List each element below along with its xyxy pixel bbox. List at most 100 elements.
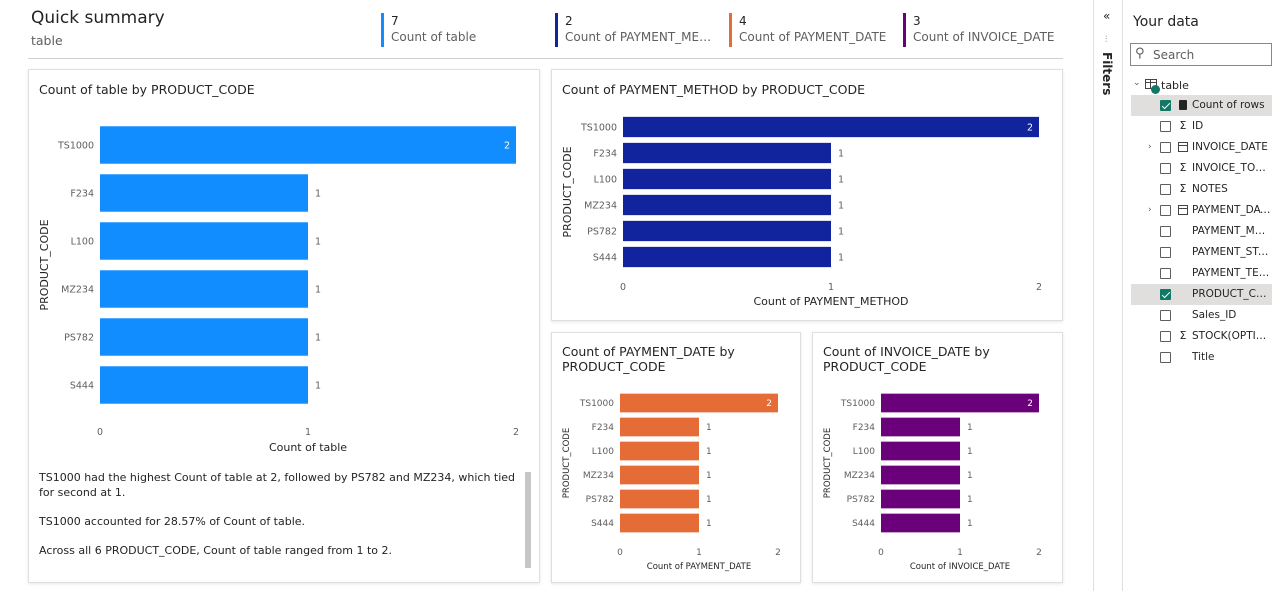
chevron-right-icon[interactable]: ›	[1148, 205, 1152, 215]
kpi-card[interactable]: 2 Count of PAYMENT_MET...	[555, 13, 715, 47]
data-label: 1	[706, 447, 712, 457]
field-item[interactable]: Count of rows	[1131, 95, 1272, 116]
search-input[interactable]: ⚲ Search	[1130, 43, 1272, 66]
kpi-card[interactable]: 4 Count of PAYMENT_DATE	[729, 13, 889, 47]
field-checkbox[interactable]	[1160, 205, 1171, 216]
field-checkbox[interactable]	[1160, 184, 1171, 195]
bar[interactable]	[100, 270, 308, 308]
field-item[interactable]: Title	[1131, 347, 1272, 368]
bar[interactable]	[620, 393, 778, 413]
bar[interactable]	[620, 417, 699, 437]
filters-label[interactable]: Filters	[1100, 52, 1114, 96]
field-name: PAYMENT_DATE	[1192, 204, 1271, 216]
bar[interactable]	[100, 174, 308, 212]
kpi-card[interactable]: 7 Count of table	[381, 13, 541, 47]
chart-title: Count of INVOICE_DATE by PRODUCT_CODE	[823, 344, 990, 374]
category-label: PS782	[64, 332, 94, 343]
kpi-card[interactable]: 3 Count of INVOICE_DATE	[903, 13, 1063, 47]
data-label: 2	[504, 140, 510, 151]
field-item[interactable]: Σ NOTES	[1131, 179, 1272, 200]
field-item[interactable]: PAYMENT_MET...	[1131, 221, 1272, 242]
chart-title: Count of PAYMENT_METHOD by PRODUCT_CODE	[562, 82, 865, 97]
bar[interactable]	[881, 393, 1039, 413]
field-checkbox[interactable]	[1160, 289, 1171, 300]
data-label: 2	[1027, 399, 1033, 409]
x-tick-label: 1	[828, 282, 834, 293]
data-pane-title: Your data	[1133, 14, 1199, 30]
kpi-label: Count of PAYMENT_MET...	[565, 30, 715, 44]
bar[interactable]	[881, 489, 960, 509]
chart-title: Count of PAYMENT_DATE by PRODUCT_CODE	[562, 344, 735, 374]
bar[interactable]	[100, 318, 308, 356]
x-tick-label: 2	[1036, 282, 1042, 293]
bar[interactable]	[623, 194, 831, 216]
field-item[interactable]: › PAYMENT_DATE	[1131, 200, 1272, 221]
y-axis-title: PRODUCT_CODE	[823, 428, 833, 498]
y-axis-title: PRODUCT_CODE	[561, 146, 574, 237]
field-checkbox[interactable]	[1160, 142, 1171, 153]
category-label: MZ234	[844, 471, 875, 481]
field-checkbox[interactable]	[1160, 163, 1171, 174]
field-item[interactable]: PAYMENT_TER...	[1131, 263, 1272, 284]
bar[interactable]	[100, 222, 308, 260]
category-label: PS782	[586, 495, 614, 505]
bar[interactable]	[100, 126, 516, 164]
field-checkbox[interactable]	[1160, 352, 1171, 363]
search-placeholder: Search	[1153, 48, 1195, 62]
sigma-icon: Σ	[1179, 119, 1187, 132]
bar[interactable]	[100, 366, 308, 404]
bar[interactable]	[881, 417, 960, 437]
bar[interactable]	[620, 513, 699, 533]
field-checkbox[interactable]	[1160, 268, 1171, 279]
insights-scrollbar[interactable]	[525, 472, 531, 568]
field-item[interactable]: › INVOICE_DATE	[1131, 137, 1272, 158]
field-item[interactable]: Sales_ID	[1131, 305, 1272, 326]
bar[interactable]	[881, 513, 960, 533]
chart-card-payment-method[interactable]: Count of PAYMENT_METHOD by PRODUCT_CODE …	[551, 69, 1063, 321]
bar[interactable]	[620, 465, 699, 485]
x-tick-label: 1	[696, 548, 702, 558]
field-checkbox[interactable]	[1160, 247, 1171, 258]
sigma-icon: Σ	[1179, 182, 1187, 195]
field-checkbox[interactable]	[1160, 121, 1171, 132]
chart-card-count-of-table[interactable]: Count of table by PRODUCT_CODE TS1000 2 F2…	[28, 69, 540, 583]
bar[interactable]	[623, 142, 831, 164]
field-item[interactable]: Σ STOCK(OPTIM...	[1131, 326, 1272, 347]
sigma-icon: Σ	[1179, 329, 1187, 342]
bar[interactable]	[623, 116, 1039, 138]
bar[interactable]	[881, 441, 960, 461]
bar[interactable]	[881, 465, 960, 485]
field-checkbox[interactable]	[1160, 226, 1171, 237]
bar[interactable]	[623, 168, 831, 190]
field-checkbox[interactable]	[1160, 100, 1171, 111]
chart-card-invoice-date[interactable]: Count of INVOICE_DATE by PRODUCT_CODE TS…	[812, 332, 1063, 583]
collapse-chevron-icon[interactable]: «	[1103, 9, 1111, 23]
bar[interactable]	[623, 220, 831, 242]
field-item[interactable]: Σ INVOICE_TOTAL	[1131, 158, 1272, 179]
data-label: 1	[315, 188, 321, 199]
x-axis-title: Count of table	[269, 441, 347, 454]
filters-pane-collapsed[interactable]: « ⫶ Filters	[1093, 0, 1123, 591]
chevron-down-icon[interactable]: ⌄	[1133, 78, 1141, 88]
field-item[interactable]: PAYMENT_STAT...	[1131, 242, 1272, 263]
field-checkbox[interactable]	[1160, 331, 1171, 342]
data-label: 1	[967, 447, 973, 457]
table-node[interactable]: ⌄ table	[1131, 77, 1271, 95]
category-label: F234	[70, 188, 94, 199]
field-item[interactable]: PRODUCT_CODE	[1131, 284, 1272, 305]
field-item[interactable]: Σ ID	[1131, 116, 1272, 137]
field-checkbox[interactable]	[1160, 310, 1171, 321]
category-label: S444	[852, 519, 875, 529]
bar[interactable]	[623, 246, 831, 268]
bar[interactable]	[620, 489, 699, 509]
bar[interactable]	[620, 441, 699, 461]
bar-chart-count-of-table[interactable]: TS1000 2 F234 1 L100 1 MZ234 1 PS782 1 S444 1 0 1 2 Cou…	[29, 70, 541, 465]
chart-card-payment-date[interactable]: Count of PAYMENT_DATE by PRODUCT_CODE TS…	[551, 332, 801, 583]
chevron-right-icon[interactable]: ›	[1148, 142, 1152, 152]
field-name: Sales_ID	[1192, 309, 1237, 321]
filter-icon: ⫶	[1105, 35, 1108, 45]
category-label: S444	[591, 519, 614, 529]
